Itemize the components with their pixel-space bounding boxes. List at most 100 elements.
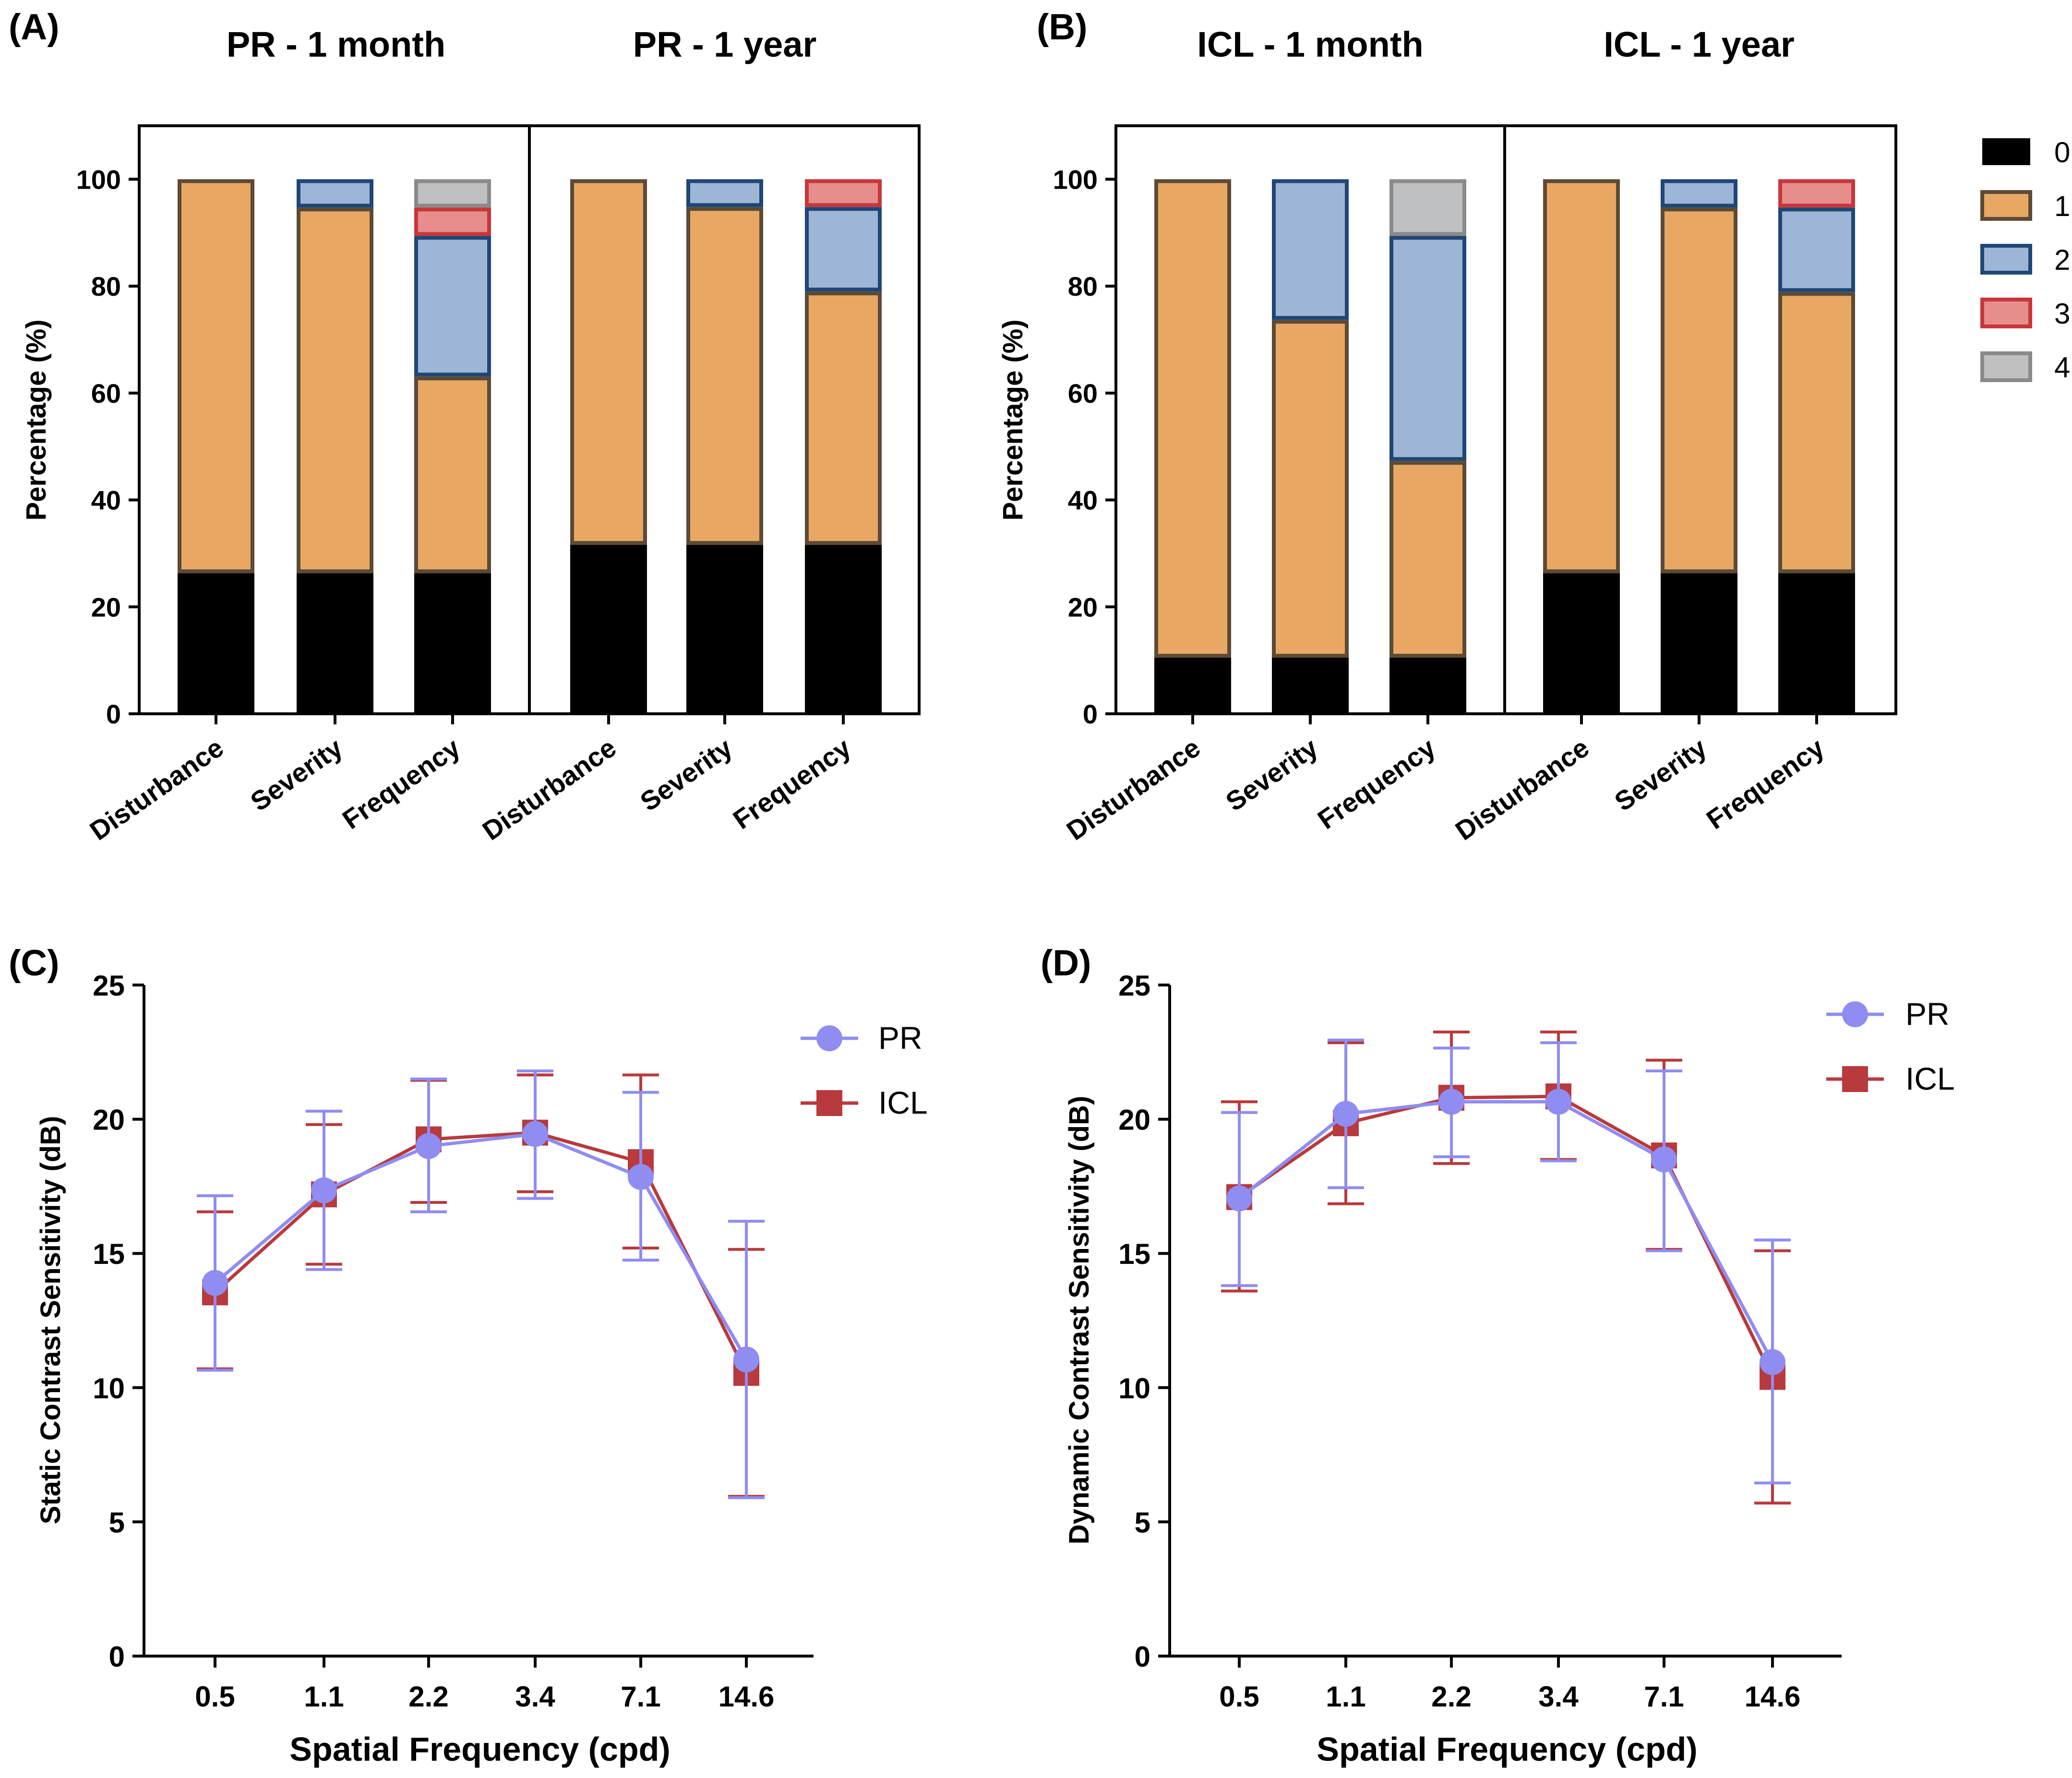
- y-tick-label: 5: [1135, 1506, 1150, 1538]
- panel-b: (B) ICL - 1 month ICL - 1 year Percentag…: [997, 7, 1897, 846]
- bar-segment-frequency-level-4: [1389, 179, 1466, 236]
- legend-swatch-level-4: [1980, 351, 2032, 382]
- y-tick-label: 0: [106, 699, 121, 729]
- bar-segment-frequency-level-4: [414, 179, 491, 208]
- bar-segment-frequency-level-1: [414, 376, 491, 574]
- icl-series-line: [214, 1131, 748, 1374]
- pr-point: [628, 1164, 654, 1190]
- pr-point: [522, 1121, 548, 1147]
- bar-segment-disturbance-level-1: [570, 179, 647, 545]
- y-tick-label: 20: [1068, 592, 1098, 622]
- bar-segment-frequency-level-3: [1778, 179, 1855, 208]
- pr-point: [416, 1133, 442, 1159]
- panel-c-xlabel: Spatial Frequency (cpd): [289, 1730, 670, 1768]
- panel-d-label: (D): [1041, 943, 1091, 984]
- x-tick-label-14.6: 14.6: [1745, 1681, 1801, 1713]
- y-tick-label: 15: [93, 1238, 125, 1270]
- pr-point: [311, 1177, 337, 1203]
- bar-segment-frequency-level-1: [805, 291, 882, 545]
- legend-swatch-level-0: [1982, 138, 2030, 165]
- bar-segment-severity-level-2: [297, 179, 373, 208]
- bar-segment-disturbance-level-0: [1543, 573, 1620, 714]
- bar-segment-severity-level-1: [686, 207, 763, 545]
- bar-segment-severity-level-0: [297, 573, 373, 714]
- pr-series-line: [214, 1132, 748, 1360]
- bar-segment-severity-level-0: [1661, 573, 1737, 714]
- pr-point: [1651, 1146, 1677, 1173]
- bar-segment-frequency-level-1: [1389, 461, 1466, 658]
- x-tick-label-0.5: 0.5: [1219, 1681, 1259, 1713]
- x-tick-label-0.5: 0.5: [195, 1681, 235, 1713]
- y-tick-label: 80: [1068, 271, 1098, 301]
- x-tick-label-2.2: 2.2: [1431, 1681, 1471, 1713]
- y-tick-label: 0: [1083, 699, 1098, 729]
- panel-a-left-title: PR - 1 month: [227, 24, 445, 64]
- bar-segment-frequency-level-2: [805, 207, 882, 292]
- x-tick-label-3.4: 3.4: [1538, 1681, 1579, 1713]
- bar-segment-disturbance-level-1: [1543, 179, 1620, 574]
- y-tick-label: 60: [1068, 378, 1098, 408]
- bar-segment-severity-level-2: [1661, 179, 1737, 208]
- legend-label-level-2: 2: [2054, 244, 2070, 276]
- panel-d: (D) Dynamic Contrast Sensitivity (dB) Sp…: [1041, 943, 1955, 1768]
- y-tick-label: 0: [1135, 1641, 1150, 1673]
- panel-c-legend-pr-label: PR: [878, 1020, 922, 1056]
- panel-d-legend-icl-label: ICL: [1905, 1061, 1955, 1096]
- bar-segment-frequency-level-2: [1778, 207, 1855, 292]
- panel-d-legend-pr-label: PR: [1905, 996, 1950, 1032]
- panel-a-right-title: PR - 1 year: [633, 24, 817, 64]
- pr-point: [1760, 1349, 1785, 1375]
- bar-segment-severity-level-1: [297, 207, 373, 574]
- bar-segment-frequency-level-0: [1778, 573, 1855, 714]
- legend-pr-marker: [816, 1025, 842, 1051]
- panel-d-xlabel: Spatial Frequency (cpd): [1317, 1730, 1697, 1768]
- legend-swatch-level-3: [1980, 298, 2032, 328]
- y-tick-label: 20: [93, 1104, 125, 1136]
- pr-series-line: [1238, 1100, 1774, 1363]
- y-tick-label: 25: [1118, 970, 1150, 1002]
- bar-segment-disturbance-level-0: [1154, 658, 1231, 714]
- y-tick-label: 15: [1118, 1238, 1150, 1270]
- panel-b-right-title: ICL - 1 year: [1604, 24, 1795, 64]
- legend-label-level-1: 1: [2054, 190, 2070, 222]
- bar-segment-disturbance-level-0: [570, 545, 647, 714]
- pr-point: [1333, 1101, 1359, 1127]
- bar-segment-frequency-level-3: [414, 207, 491, 236]
- y-tick-label: 20: [91, 592, 121, 622]
- bar-segment-frequency-level-0: [805, 545, 882, 714]
- bar-segment-frequency-level-0: [1389, 658, 1466, 714]
- x-tick-label-7.1: 7.1: [1644, 1681, 1684, 1713]
- pr-point: [1226, 1185, 1252, 1212]
- bar-segment-severity-level-1: [1272, 320, 1349, 658]
- x-tick-label-7.1: 7.1: [621, 1681, 660, 1713]
- bar-segment-frequency-level-2: [414, 236, 491, 377]
- panel-c-legend-icl-label: ICL: [878, 1085, 928, 1120]
- bar-segment-severity-level-1: [1661, 207, 1737, 574]
- x-tick-label-2.2: 2.2: [408, 1681, 448, 1713]
- bar-segment-disturbance-level-1: [178, 179, 254, 574]
- legend-swatch-level-2: [1980, 244, 2032, 275]
- y-tick-label: 10: [93, 1372, 125, 1405]
- bar-segment-frequency-level-0: [414, 573, 491, 714]
- y-tick-label: 60: [91, 378, 121, 408]
- pr-point: [1438, 1089, 1464, 1115]
- panel-c-ylabel: Static Contrast Sensitivity (dB): [35, 1116, 66, 1525]
- bar-segment-severity-level-2: [1272, 179, 1349, 320]
- y-tick-label: 80: [91, 271, 121, 301]
- y-tick-label: 25: [93, 970, 125, 1002]
- bar-segment-frequency-level-1: [1778, 292, 1855, 574]
- x-tick-label-1.1: 1.1: [304, 1681, 344, 1713]
- x-tick-label-1.1: 1.1: [1326, 1681, 1365, 1713]
- panel-b-label: (B): [1037, 7, 1088, 48]
- y-tick-label: 40: [1068, 485, 1098, 516]
- legend-icl-marker: [1842, 1066, 1868, 1092]
- panel-d-ylabel: Dynamic Contrast Sensitivity (dB): [1064, 1096, 1095, 1545]
- pr-point: [733, 1346, 759, 1373]
- legend-label-level-4: 4: [2054, 351, 2070, 384]
- bar-segment-disturbance-level-0: [178, 573, 254, 714]
- legend-icl-marker: [816, 1090, 842, 1116]
- x-tick-label-14.6: 14.6: [719, 1681, 775, 1713]
- panel-a-label: (A): [9, 7, 60, 48]
- legend-swatch-level-1: [1980, 190, 2032, 221]
